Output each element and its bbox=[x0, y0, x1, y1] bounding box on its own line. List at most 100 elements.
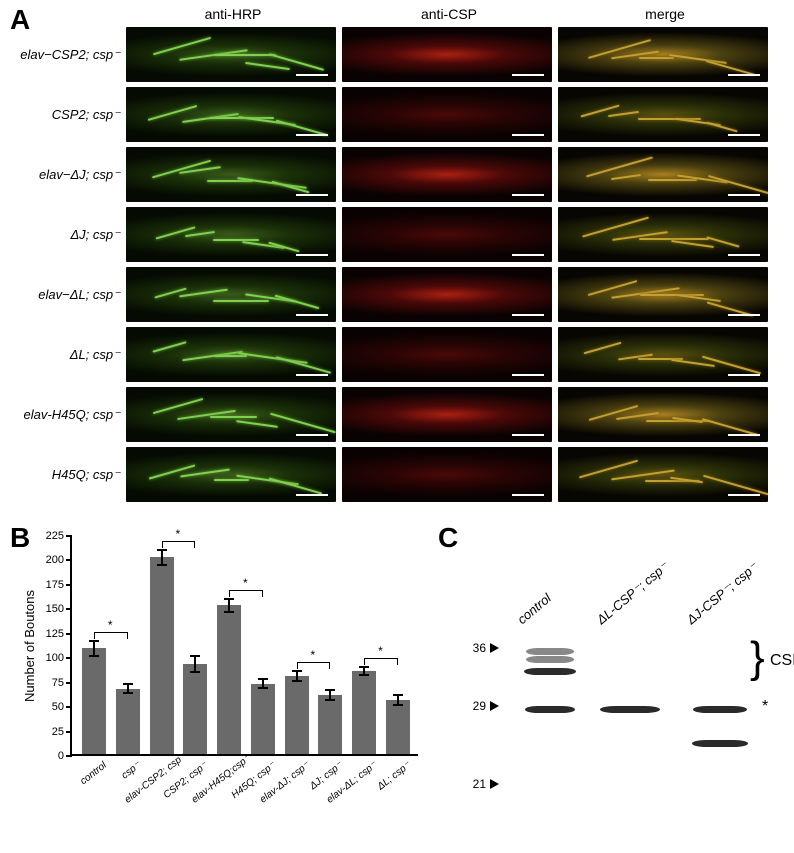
error-bar bbox=[262, 678, 264, 690]
scale-bar bbox=[296, 314, 328, 316]
micrograph-image bbox=[558, 27, 768, 82]
scale-bar bbox=[728, 134, 760, 136]
error-bar bbox=[329, 689, 331, 701]
y-axis-title: Number of Boutons bbox=[22, 590, 37, 702]
micrograph-image bbox=[558, 207, 768, 262]
chart-bar bbox=[386, 700, 410, 754]
scale-bar bbox=[296, 494, 328, 496]
scale-bar bbox=[512, 494, 544, 496]
micrograph-row: CSP2; csp⁻ bbox=[8, 86, 786, 143]
micrograph-image bbox=[342, 87, 552, 142]
chart-bar bbox=[150, 557, 174, 754]
micrograph-image bbox=[126, 147, 336, 202]
mw-arrow-icon bbox=[490, 643, 499, 653]
y-tick-label: 125 bbox=[46, 628, 64, 640]
scale-bar bbox=[512, 194, 544, 196]
y-tick-label: 25 bbox=[52, 726, 64, 738]
y-tick-label: 175 bbox=[46, 579, 64, 591]
blot-band bbox=[692, 740, 748, 747]
micrograph-image bbox=[342, 27, 552, 82]
scale-bar bbox=[296, 254, 328, 256]
row-label: elav−CSP2; csp⁻ bbox=[8, 47, 126, 63]
blot-band bbox=[693, 706, 747, 713]
micrograph-rows: elav−CSP2; csp⁻ CSP2; csp⁻ elav−ΔJ; csp⁻ΔJ… bbox=[8, 26, 786, 503]
micrograph-image bbox=[342, 327, 552, 382]
micrograph-image bbox=[126, 327, 336, 382]
blot-lane-label: ΔJ-CSP⁻; csp⁻ bbox=[684, 560, 761, 628]
col-header-hrp: anti-HRP bbox=[128, 6, 338, 22]
micrograph-row: ΔJ; csp⁻ bbox=[8, 206, 786, 263]
error-bar bbox=[161, 549, 163, 567]
asterisk-label: * bbox=[762, 698, 768, 716]
row-label: elav−ΔL; csp⁻ bbox=[8, 287, 126, 303]
error-bar bbox=[296, 670, 298, 682]
row-label: ΔL; csp⁻ bbox=[8, 347, 126, 363]
scale-bar bbox=[728, 74, 760, 76]
micrograph-image bbox=[558, 447, 768, 502]
panel-c: controlΔL-CSP⁻; csp⁻ΔJ-CSP⁻; csp⁻362921}… bbox=[440, 528, 786, 838]
significance-star: * bbox=[378, 644, 383, 658]
micrograph-image bbox=[126, 207, 336, 262]
significance-bracket bbox=[162, 541, 196, 548]
scale-bar bbox=[296, 194, 328, 196]
micrograph-image bbox=[558, 87, 768, 142]
chart-bar bbox=[318, 695, 342, 754]
scale-bar bbox=[512, 314, 544, 316]
significance-bracket bbox=[364, 658, 398, 665]
micrograph-row: ΔL; csp⁻ bbox=[8, 326, 786, 383]
micrograph-row: H45Q; csp⁻ bbox=[8, 446, 786, 503]
bar-chart: 0255075100125150175200225controlcsp⁻elav… bbox=[70, 536, 418, 756]
scale-bar bbox=[512, 254, 544, 256]
scale-bar bbox=[728, 194, 760, 196]
blot-band bbox=[526, 656, 574, 663]
micrograph-image bbox=[342, 147, 552, 202]
mw-marker-label: 21 bbox=[473, 777, 486, 791]
scale-bar bbox=[512, 374, 544, 376]
micrograph-image bbox=[342, 207, 552, 262]
scale-bar bbox=[296, 74, 328, 76]
y-tick-label: 75 bbox=[52, 677, 64, 689]
significance-bracket bbox=[94, 632, 128, 639]
scale-bar bbox=[296, 374, 328, 376]
micrograph-row: elav−ΔJ; csp⁻ bbox=[8, 146, 786, 203]
scale-bar bbox=[728, 254, 760, 256]
significance-bracket bbox=[297, 662, 331, 669]
scale-bar bbox=[728, 434, 760, 436]
row-label: H45Q; csp⁻ bbox=[8, 467, 126, 483]
row-label: CSP2; csp⁻ bbox=[8, 107, 126, 123]
error-bar bbox=[363, 666, 365, 676]
scale-bar bbox=[296, 434, 328, 436]
y-tick-label: 200 bbox=[46, 554, 64, 566]
panel-a: anti-HRP anti-CSP merge elav−CSP2; csp⁻ C… bbox=[8, 6, 786, 506]
mw-arrow-icon bbox=[490, 701, 499, 711]
blot-band bbox=[525, 706, 575, 713]
micrograph-image bbox=[558, 387, 768, 442]
micrograph-image bbox=[126, 27, 336, 82]
micrograph-image bbox=[558, 327, 768, 382]
csp-brace-label: CSP bbox=[770, 652, 794, 670]
error-bar bbox=[93, 640, 95, 658]
micrograph-image bbox=[126, 87, 336, 142]
micrograph-row: elav-H45Q; csp⁻ bbox=[8, 386, 786, 443]
scale-bar bbox=[296, 134, 328, 136]
chart-bar bbox=[183, 664, 207, 754]
scale-bar bbox=[512, 134, 544, 136]
blot-lane-label: control bbox=[514, 590, 554, 627]
mw-marker-label: 36 bbox=[473, 641, 486, 655]
y-tick-label: 150 bbox=[46, 603, 64, 615]
significance-bracket bbox=[229, 590, 263, 597]
y-tick-label: 50 bbox=[52, 701, 64, 713]
scale-bar bbox=[512, 74, 544, 76]
chart-bar bbox=[116, 689, 140, 755]
significance-star: * bbox=[108, 618, 113, 632]
micrograph-image bbox=[558, 267, 768, 322]
chart-bar bbox=[352, 671, 376, 754]
mw-marker-label: 29 bbox=[473, 699, 486, 713]
column-headers: anti-HRP anti-CSP merge bbox=[128, 6, 786, 22]
chart-bar bbox=[251, 684, 275, 754]
micrograph-image bbox=[126, 267, 336, 322]
col-header-merge: merge bbox=[560, 6, 770, 22]
brace-icon: } bbox=[750, 636, 765, 680]
micrograph-image bbox=[126, 447, 336, 502]
blot-band bbox=[526, 648, 574, 655]
